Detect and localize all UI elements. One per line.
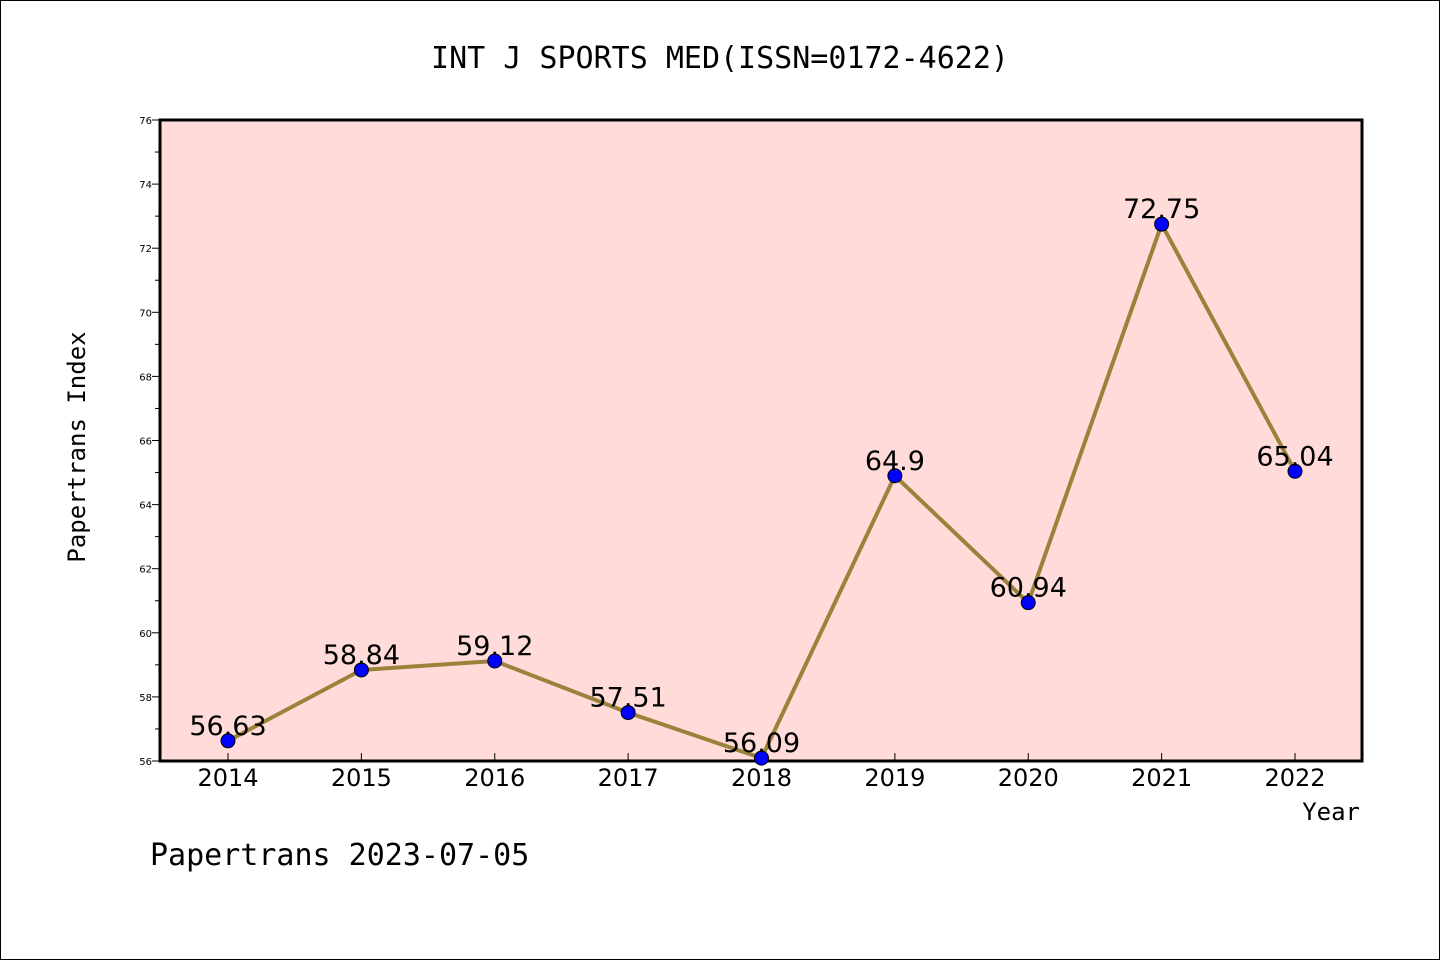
data-point <box>487 653 503 669</box>
y-tick-label: 58 <box>139 693 152 704</box>
x-tick-label: 2015 <box>331 764 392 792</box>
y-tick-label: 56 <box>139 757 152 768</box>
y-axis-label: Papertrans Index <box>63 331 91 562</box>
data-point <box>1287 463 1303 479</box>
data-point <box>754 750 769 766</box>
y-tick-label: 66 <box>139 437 152 448</box>
data-point <box>1154 216 1170 232</box>
data-label: 65.04 <box>1256 441 1333 472</box>
x-tick-label: 2021 <box>1131 764 1192 792</box>
data-label: 72.75 <box>1123 194 1200 225</box>
series-layer: 56.63 58.84 59.12 57.51 56.09 64.9 60.94 72.75 6… <box>189 194 1334 766</box>
data-label: 56.63 <box>189 711 266 742</box>
data-label: 58.84 <box>323 640 400 671</box>
x-tick-label: 2019 <box>864 764 925 792</box>
data-label: 57.51 <box>589 683 666 714</box>
y-tick-label: 62 <box>139 565 152 576</box>
x-axis-ticks: 2014 2015 2016 2017 2018 2019 2020 2021 2022 <box>197 753 1326 792</box>
y-tick-label: 68 <box>139 372 152 383</box>
x-tick-label: 2017 <box>598 764 659 792</box>
y-tick-label: 74 <box>139 180 152 191</box>
y-tick-label: 76 <box>139 116 152 127</box>
data-point <box>1020 595 1036 611</box>
x-axis-label: Year <box>1302 798 1360 826</box>
x-tick-label: 2014 <box>197 764 258 792</box>
data-label: 59.12 <box>456 631 533 662</box>
chart-title: INT J SPORTS MED(ISSN=0172-4622) <box>431 41 1009 76</box>
x-tick-label: 2020 <box>998 764 1059 792</box>
data-label: 64.9 <box>865 446 925 477</box>
x-tick-label: 2018 <box>731 764 792 792</box>
data-point <box>620 705 636 721</box>
y-tick-label: 60 <box>139 629 152 640</box>
data-point <box>887 468 903 484</box>
x-tick-label: 2016 <box>464 764 525 792</box>
y-axis-ticks: 56 58 60 62 64 66 68 70 72 74 76 <box>139 116 160 768</box>
data-label: 56.09 <box>723 728 800 759</box>
y-tick-label: 70 <box>139 308 152 319</box>
y-tick-label: 72 <box>139 244 152 255</box>
x-tick-label: 2022 <box>1264 764 1325 792</box>
data-point <box>220 733 236 749</box>
data-label: 60.94 <box>990 573 1067 604</box>
footer-watermark: Papertrans 2023-07-05 <box>150 838 529 873</box>
y-tick-label: 64 <box>139 501 152 512</box>
data-point <box>353 662 369 678</box>
